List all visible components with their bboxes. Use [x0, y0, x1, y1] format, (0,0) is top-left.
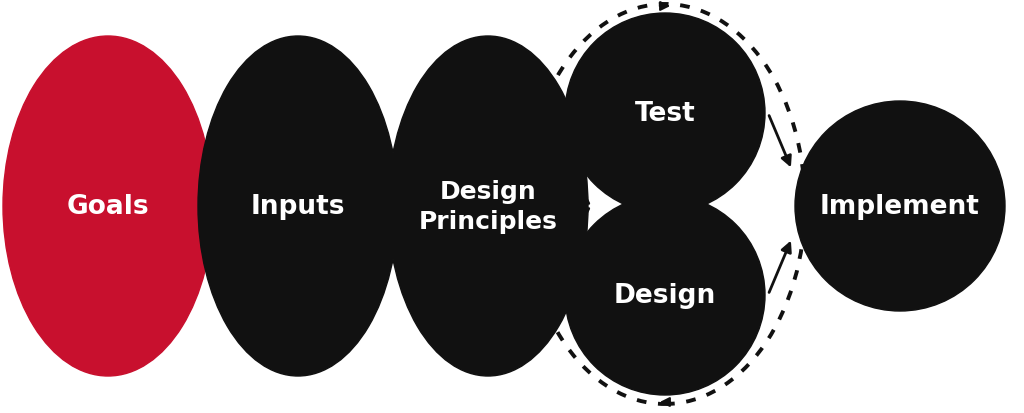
Text: Goals: Goals — [67, 194, 150, 219]
Ellipse shape — [3, 37, 213, 376]
Ellipse shape — [565, 14, 765, 214]
Text: Design
Principles: Design Principles — [419, 180, 557, 233]
Ellipse shape — [388, 37, 588, 376]
Text: Implement: Implement — [820, 194, 980, 219]
Text: Design: Design — [613, 282, 716, 308]
Ellipse shape — [795, 102, 1005, 311]
Text: Inputs: Inputs — [251, 194, 345, 219]
Ellipse shape — [565, 195, 765, 395]
Ellipse shape — [198, 37, 398, 376]
Text: Test: Test — [635, 101, 695, 127]
